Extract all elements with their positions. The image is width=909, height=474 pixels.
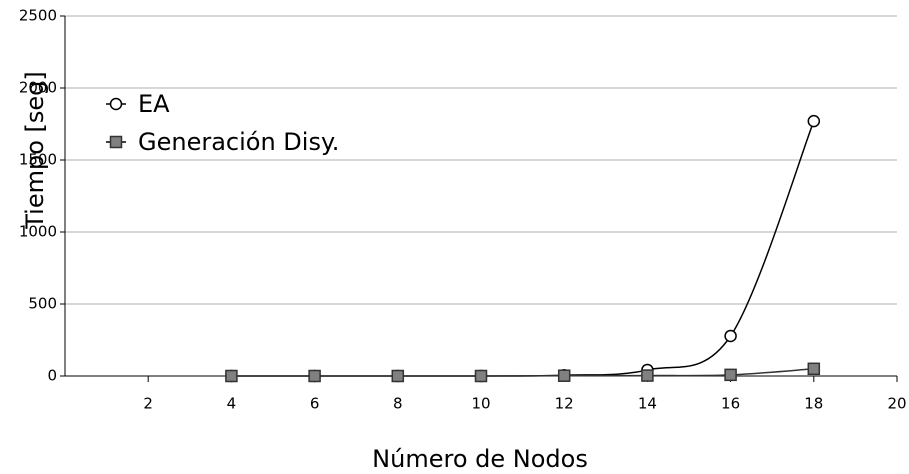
y-tick-label: 0 [47,367,57,385]
point [807,114,821,128]
point [807,362,821,376]
y-tick-label: 2000 [19,79,57,97]
x-tick-label: 14 [638,395,657,413]
point [225,369,238,383]
x-tick-label: 12 [555,395,574,413]
y-tick-label: 500 [28,295,57,313]
point [724,368,737,382]
point [641,369,654,382]
point [474,369,488,383]
legend-label: Generación Disy. [138,128,339,156]
y-tick-label: 1000 [19,223,57,241]
point [724,329,737,343]
x-tick-label: 18 [804,395,823,413]
x-tick-label: 6 [310,395,320,413]
x-tick-label: 8 [393,395,403,413]
x-tick-label: 4 [227,395,237,413]
legend-marker [109,135,123,149]
series-line [231,368,814,377]
point [391,369,405,383]
y-tick-label: 2500 [19,7,57,25]
legend: EA Generación Disy. [106,90,339,156]
x-tick-label: 20 [887,395,906,413]
point [557,369,571,382]
legend-label: EA [138,90,170,118]
x-tick-label: 2 [143,395,153,413]
point [308,369,321,383]
y-tick-label: 1500 [19,151,57,169]
x-tick-label: 16 [721,395,740,413]
y-axis-title: Tiempo [seg] [21,71,49,230]
x-tick-label: 10 [471,395,490,413]
legend-marker [109,97,123,111]
x-axis-title: Número de Nodos [372,445,588,473]
